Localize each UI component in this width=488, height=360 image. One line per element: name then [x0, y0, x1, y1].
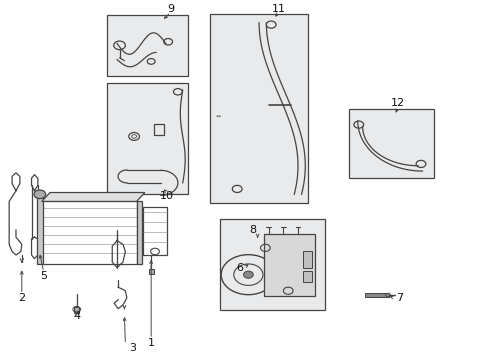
- Text: 2: 2: [18, 293, 25, 303]
- Text: 7: 7: [396, 293, 403, 303]
- Bar: [41, 202, 136, 264]
- Polygon shape: [41, 193, 144, 202]
- Bar: [153, 124, 164, 135]
- Bar: [220, 219, 324, 310]
- Circle shape: [385, 293, 389, 297]
- Circle shape: [131, 135, 136, 138]
- Bar: [210, 14, 307, 203]
- Text: 12: 12: [390, 98, 404, 108]
- Text: 9: 9: [167, 4, 174, 14]
- Bar: [74, 307, 79, 313]
- Bar: [136, 202, 142, 264]
- Text: 1: 1: [147, 338, 154, 347]
- Text: 4: 4: [73, 311, 80, 321]
- Text: 8: 8: [249, 225, 256, 235]
- Circle shape: [243, 271, 253, 278]
- Bar: [143, 207, 166, 255]
- Bar: [107, 83, 187, 194]
- Text: 6: 6: [236, 262, 243, 273]
- Bar: [348, 109, 433, 178]
- Bar: [365, 293, 388, 297]
- Bar: [302, 251, 311, 267]
- Bar: [264, 234, 314, 296]
- Text: 10: 10: [160, 191, 173, 201]
- Bar: [107, 15, 187, 76]
- Bar: [148, 269, 153, 274]
- Circle shape: [34, 190, 45, 199]
- Bar: [37, 193, 42, 264]
- Text: 11: 11: [271, 4, 285, 14]
- Text: 5: 5: [40, 271, 47, 281]
- Text: **: **: [215, 115, 221, 120]
- Bar: [302, 271, 311, 282]
- Text: 3: 3: [129, 343, 136, 353]
